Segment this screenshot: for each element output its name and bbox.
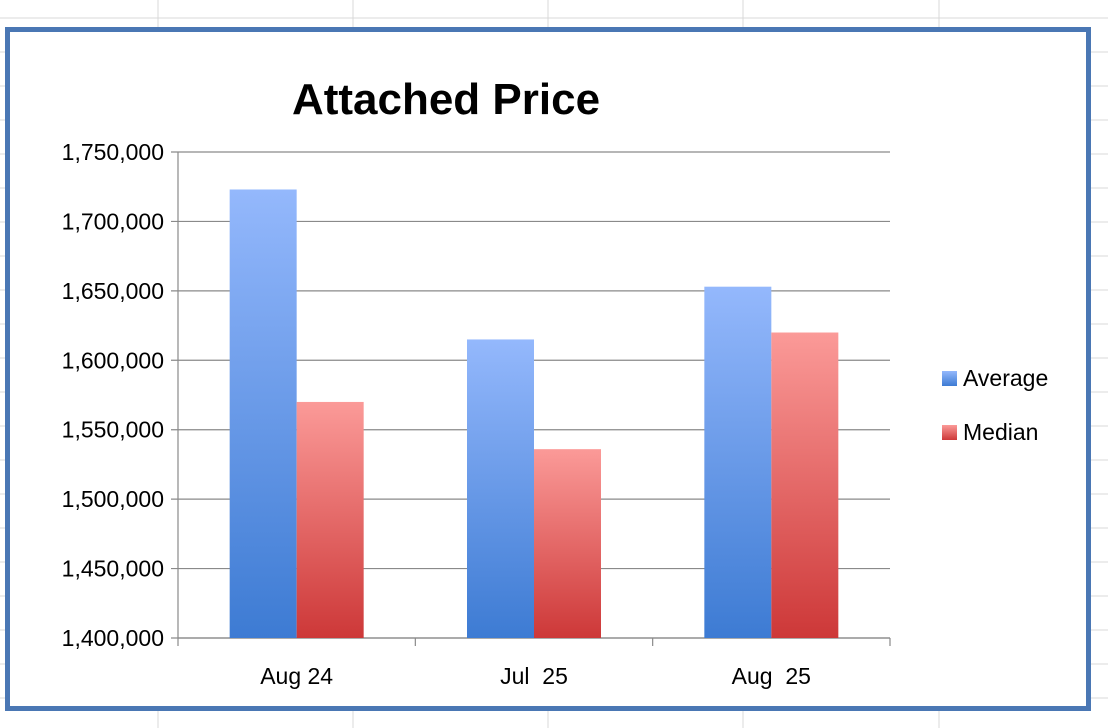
bar-median-1[interactable]	[534, 449, 601, 638]
x-tick-label: Jul 25	[500, 663, 568, 689]
y-tick-label: 1,750,000	[62, 139, 164, 165]
y-tick-label: 1,700,000	[62, 208, 164, 234]
bar-average-1[interactable]	[467, 339, 534, 638]
y-tick-label: 1,650,000	[62, 278, 164, 304]
legend-swatch-average	[942, 371, 957, 386]
y-tick-label: 1,500,000	[62, 486, 164, 512]
legend-label-average: Average	[963, 365, 1048, 391]
bar-average-2[interactable]	[704, 286, 772, 638]
bar-median-2[interactable]	[771, 332, 839, 638]
bar-chart: Attached Price 1,400,000 1,450,000 1,500,0…	[62, 75, 1049, 689]
x-tick-label: Aug 25	[732, 663, 811, 689]
legend-swatch-median	[942, 425, 957, 440]
y-tick-label: 1,400,000	[62, 625, 164, 651]
chart-title: Attached Price	[292, 75, 600, 124]
y-tick-label: 1,550,000	[62, 417, 164, 443]
x-tick-label: Aug 24	[260, 663, 333, 689]
chart-frame[interactable]: Attached Price 1,400,000 1,450,000 1,500,0…	[5, 27, 1091, 711]
bar-average-0[interactable]	[229, 189, 297, 638]
legend-label-median: Median	[963, 419, 1038, 445]
y-tick-label: 1,600,000	[62, 347, 164, 373]
y-tick-label: 1,450,000	[62, 556, 164, 582]
bar-median-0[interactable]	[296, 401, 364, 638]
